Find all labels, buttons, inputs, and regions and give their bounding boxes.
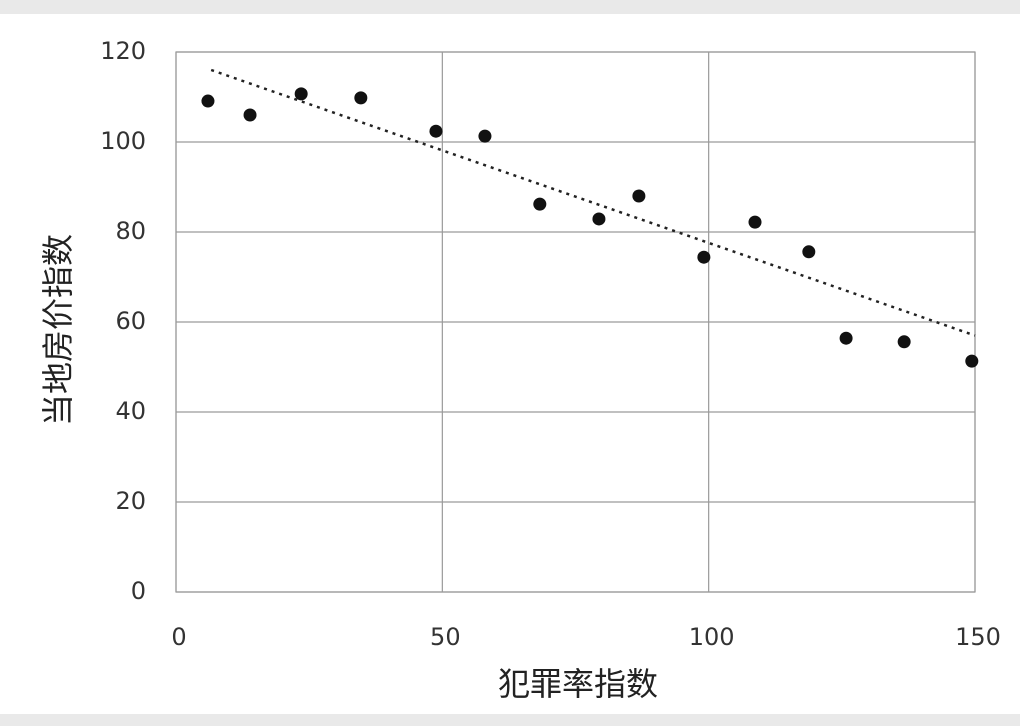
point xyxy=(429,124,443,138)
y-tick-label: 120 xyxy=(100,37,146,65)
point xyxy=(592,212,606,226)
y-tick-label: 100 xyxy=(100,127,146,155)
point xyxy=(243,108,257,122)
point xyxy=(354,91,368,105)
point xyxy=(839,331,853,345)
x-tick-label: 100 xyxy=(689,623,735,651)
chart-panel xyxy=(0,14,1020,714)
trendline xyxy=(210,68,976,337)
y-tick-label: 0 xyxy=(131,577,146,605)
y-tick-label: 60 xyxy=(115,307,146,335)
point xyxy=(748,215,762,229)
point xyxy=(632,189,646,203)
x-axis-label: 犯罪率指数 xyxy=(498,665,658,703)
point xyxy=(478,129,492,143)
x-tick-label: 150 xyxy=(955,623,1001,651)
y-tick-label: 80 xyxy=(115,217,146,245)
point xyxy=(294,87,308,101)
point xyxy=(965,354,979,368)
y-axis-label: 当地房价指数 xyxy=(39,234,77,426)
point xyxy=(201,94,215,108)
point xyxy=(697,250,711,264)
point xyxy=(897,335,911,349)
point xyxy=(533,197,547,211)
x-tick-label: 0 xyxy=(171,623,186,651)
y-tick-label: 20 xyxy=(115,487,146,515)
point xyxy=(802,245,816,259)
y-tick-label: 40 xyxy=(115,397,146,425)
x-tick-label: 50 xyxy=(430,623,461,651)
